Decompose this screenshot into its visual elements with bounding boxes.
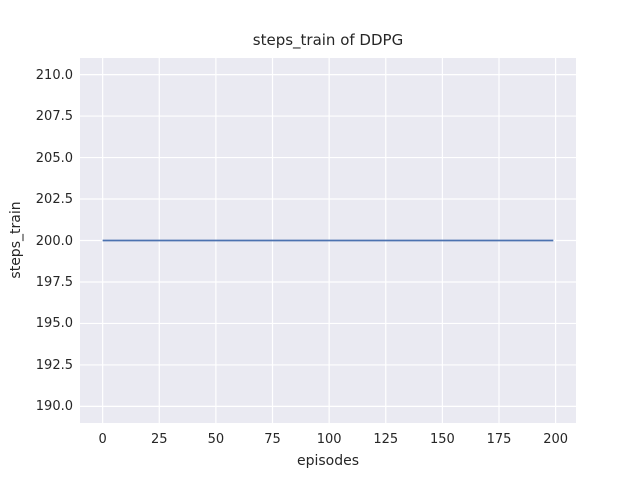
x-axis-label: episodes <box>296 453 360 469</box>
y-tick-label: 197.5 <box>35 274 73 290</box>
y-tick-label: 210.0 <box>35 67 73 83</box>
y-tick-label: 200.0 <box>35 233 73 249</box>
plot-canvas <box>80 58 576 423</box>
x-tick-label: 50 <box>207 432 225 447</box>
y-tick-label: 207.5 <box>35 109 73 125</box>
x-tick-label: 125 <box>373 432 399 447</box>
y-tick-label: 205.0 <box>35 150 73 166</box>
y-tick-label: 190.0 <box>35 399 73 415</box>
x-axis-ticks: 0 25 50 75 100 125 150 175 200 <box>0 433 640 449</box>
y-tick-label: 202.5 <box>35 192 73 208</box>
y-axis-ticks: 190.0 192.5 195.0 197.5 200.0 202.5 205.0 207.5… <box>0 0 73 480</box>
x-tick-label: 75 <box>264 432 281 447</box>
x-tick-label: 175 <box>486 432 512 447</box>
y-axis-label: steps_train <box>8 201 24 279</box>
x-tick-label: 200 <box>543 432 569 447</box>
x-tick-label: 25 <box>150 432 168 447</box>
chart-title: steps_train of DDPG <box>252 31 404 49</box>
y-tick-label: 195.0 <box>35 316 73 332</box>
x-tick-label: 100 <box>316 432 342 447</box>
x-tick-label: 0 <box>98 432 107 447</box>
y-tick-label: 192.5 <box>35 357 73 373</box>
plot-area <box>80 58 576 423</box>
x-tick-label: 150 <box>429 432 455 447</box>
